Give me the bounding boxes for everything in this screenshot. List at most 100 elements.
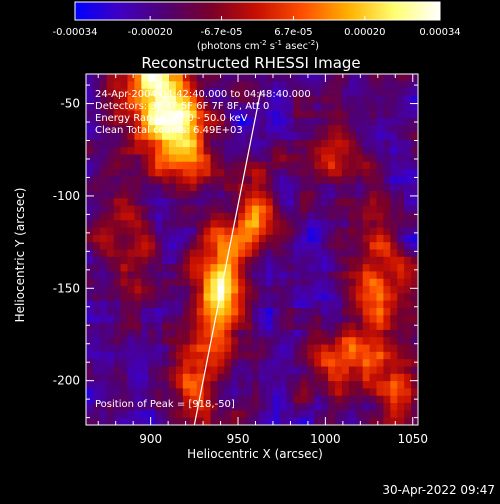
heatmap-cell [390, 286, 398, 294]
heatmap-cell [106, 286, 115, 294]
heatmap-cell [99, 381, 108, 390]
heatmap-cell [383, 322, 391, 331]
heatmap-cell [383, 417, 391, 425]
heatmap-cell [258, 227, 267, 236]
heatmap-cell [238, 191, 246, 199]
heatmap-cell [272, 249, 281, 258]
heatmap-cell [341, 191, 350, 199]
heatmap-cell [162, 147, 170, 156]
heatmap-cell [383, 161, 391, 170]
heatmap-cell [348, 103, 357, 112]
heatmap-cell [404, 125, 412, 134]
heatmap-cell [106, 337, 115, 346]
heatmap-cell [252, 373, 260, 382]
heatmap-cell [86, 278, 94, 287]
heatmap-cell [99, 191, 108, 199]
heatmap-cell [376, 293, 385, 302]
heatmap-cell [328, 373, 336, 382]
heatmap-cell [390, 191, 398, 199]
heatmap-cell [169, 366, 177, 375]
heatmap-cell [265, 300, 274, 309]
heatmap-cell [328, 74, 336, 82]
heatmap-cell [92, 227, 101, 236]
heatmap-cell [196, 417, 205, 425]
heatmap-cell [376, 271, 385, 280]
heatmap-cell [113, 249, 122, 258]
heatmap-cell [258, 234, 267, 243]
heatmap-cell [224, 220, 232, 229]
heatmap-cell [127, 183, 136, 192]
heatmap-cell [99, 74, 108, 82]
heatmap-cell [224, 117, 232, 126]
heatmap-cell [314, 337, 322, 346]
heatmap-cell [148, 205, 156, 214]
heatmap-cell [411, 286, 418, 294]
heatmap-cell [169, 286, 177, 294]
heatmap-cell [328, 132, 336, 141]
heatmap-cell [175, 293, 184, 302]
heatmap-cell [141, 293, 149, 302]
heatmap-cell [99, 169, 108, 177]
heatmap-cell [134, 403, 142, 411]
heatmap-cell [307, 300, 315, 309]
heatmap-cell [341, 139, 350, 148]
heatmap-cell [141, 403, 149, 411]
heatmap-cell [300, 227, 308, 236]
heatmap-cell [376, 147, 385, 156]
heatmap-cell [169, 212, 177, 221]
heatmap-cell [92, 403, 101, 411]
heatmap-cell [155, 198, 163, 207]
heatmap-cell [210, 242, 219, 251]
heatmap-cell [189, 74, 198, 82]
heatmap-cell [196, 191, 205, 199]
heatmap-cell [217, 249, 225, 258]
heatmap-cell [169, 132, 177, 141]
heatmap-cell [175, 315, 184, 324]
heatmap-cell [134, 242, 142, 251]
heatmap-cell [355, 103, 364, 112]
heatmap-cell [141, 191, 149, 199]
heatmap-cell [383, 403, 391, 411]
heatmap-cell [348, 315, 357, 324]
heatmap-cell [404, 293, 412, 302]
heatmap-cell [224, 198, 232, 207]
heatmap-cell [390, 74, 398, 82]
heatmap-cell [404, 249, 412, 258]
heatmap-cell [134, 88, 142, 97]
heatmap-cell [169, 256, 177, 265]
heatmap-cell [113, 344, 122, 353]
heatmap-cell [355, 373, 364, 382]
heatmap-cell [175, 366, 184, 375]
heatmap-cell [376, 381, 385, 390]
heatmap-cell [231, 103, 239, 112]
colorbar-gradient [74, 1, 441, 21]
heatmap-cell [258, 337, 267, 346]
heatmap-cell [355, 125, 364, 134]
heatmap-cell [141, 169, 149, 177]
heatmap-cell [376, 300, 385, 309]
heatmap-cell [390, 417, 398, 425]
heatmap-cell [286, 176, 295, 185]
annotation-line: Detectors: 3F 4F 5F 6F 7F 8F, Att 0 [95, 101, 269, 112]
heatmap-cell [196, 147, 205, 156]
heatmap-cell [321, 161, 329, 170]
heatmap-cell [314, 271, 322, 280]
heatmap-cell [369, 366, 378, 375]
heatmap-cell [341, 161, 350, 170]
heatmap-cell [335, 205, 343, 214]
heatmap-cell [169, 103, 177, 112]
heatmap-cell [162, 242, 170, 251]
heatmap-cell [162, 205, 170, 214]
heatmap-cell [148, 271, 156, 280]
heatmap-cell [175, 417, 184, 425]
heatmap-cell [348, 329, 357, 338]
heatmap-cell [341, 293, 350, 302]
heatmap-cell [335, 403, 343, 411]
heatmap-cell [355, 388, 364, 397]
heatmap-cell [390, 381, 398, 390]
heatmap-cell [162, 329, 170, 338]
heatmap-cell [293, 271, 302, 280]
heatmap-cell [196, 293, 205, 302]
heatmap-cell [362, 117, 371, 126]
heatmap-cell [286, 278, 295, 287]
